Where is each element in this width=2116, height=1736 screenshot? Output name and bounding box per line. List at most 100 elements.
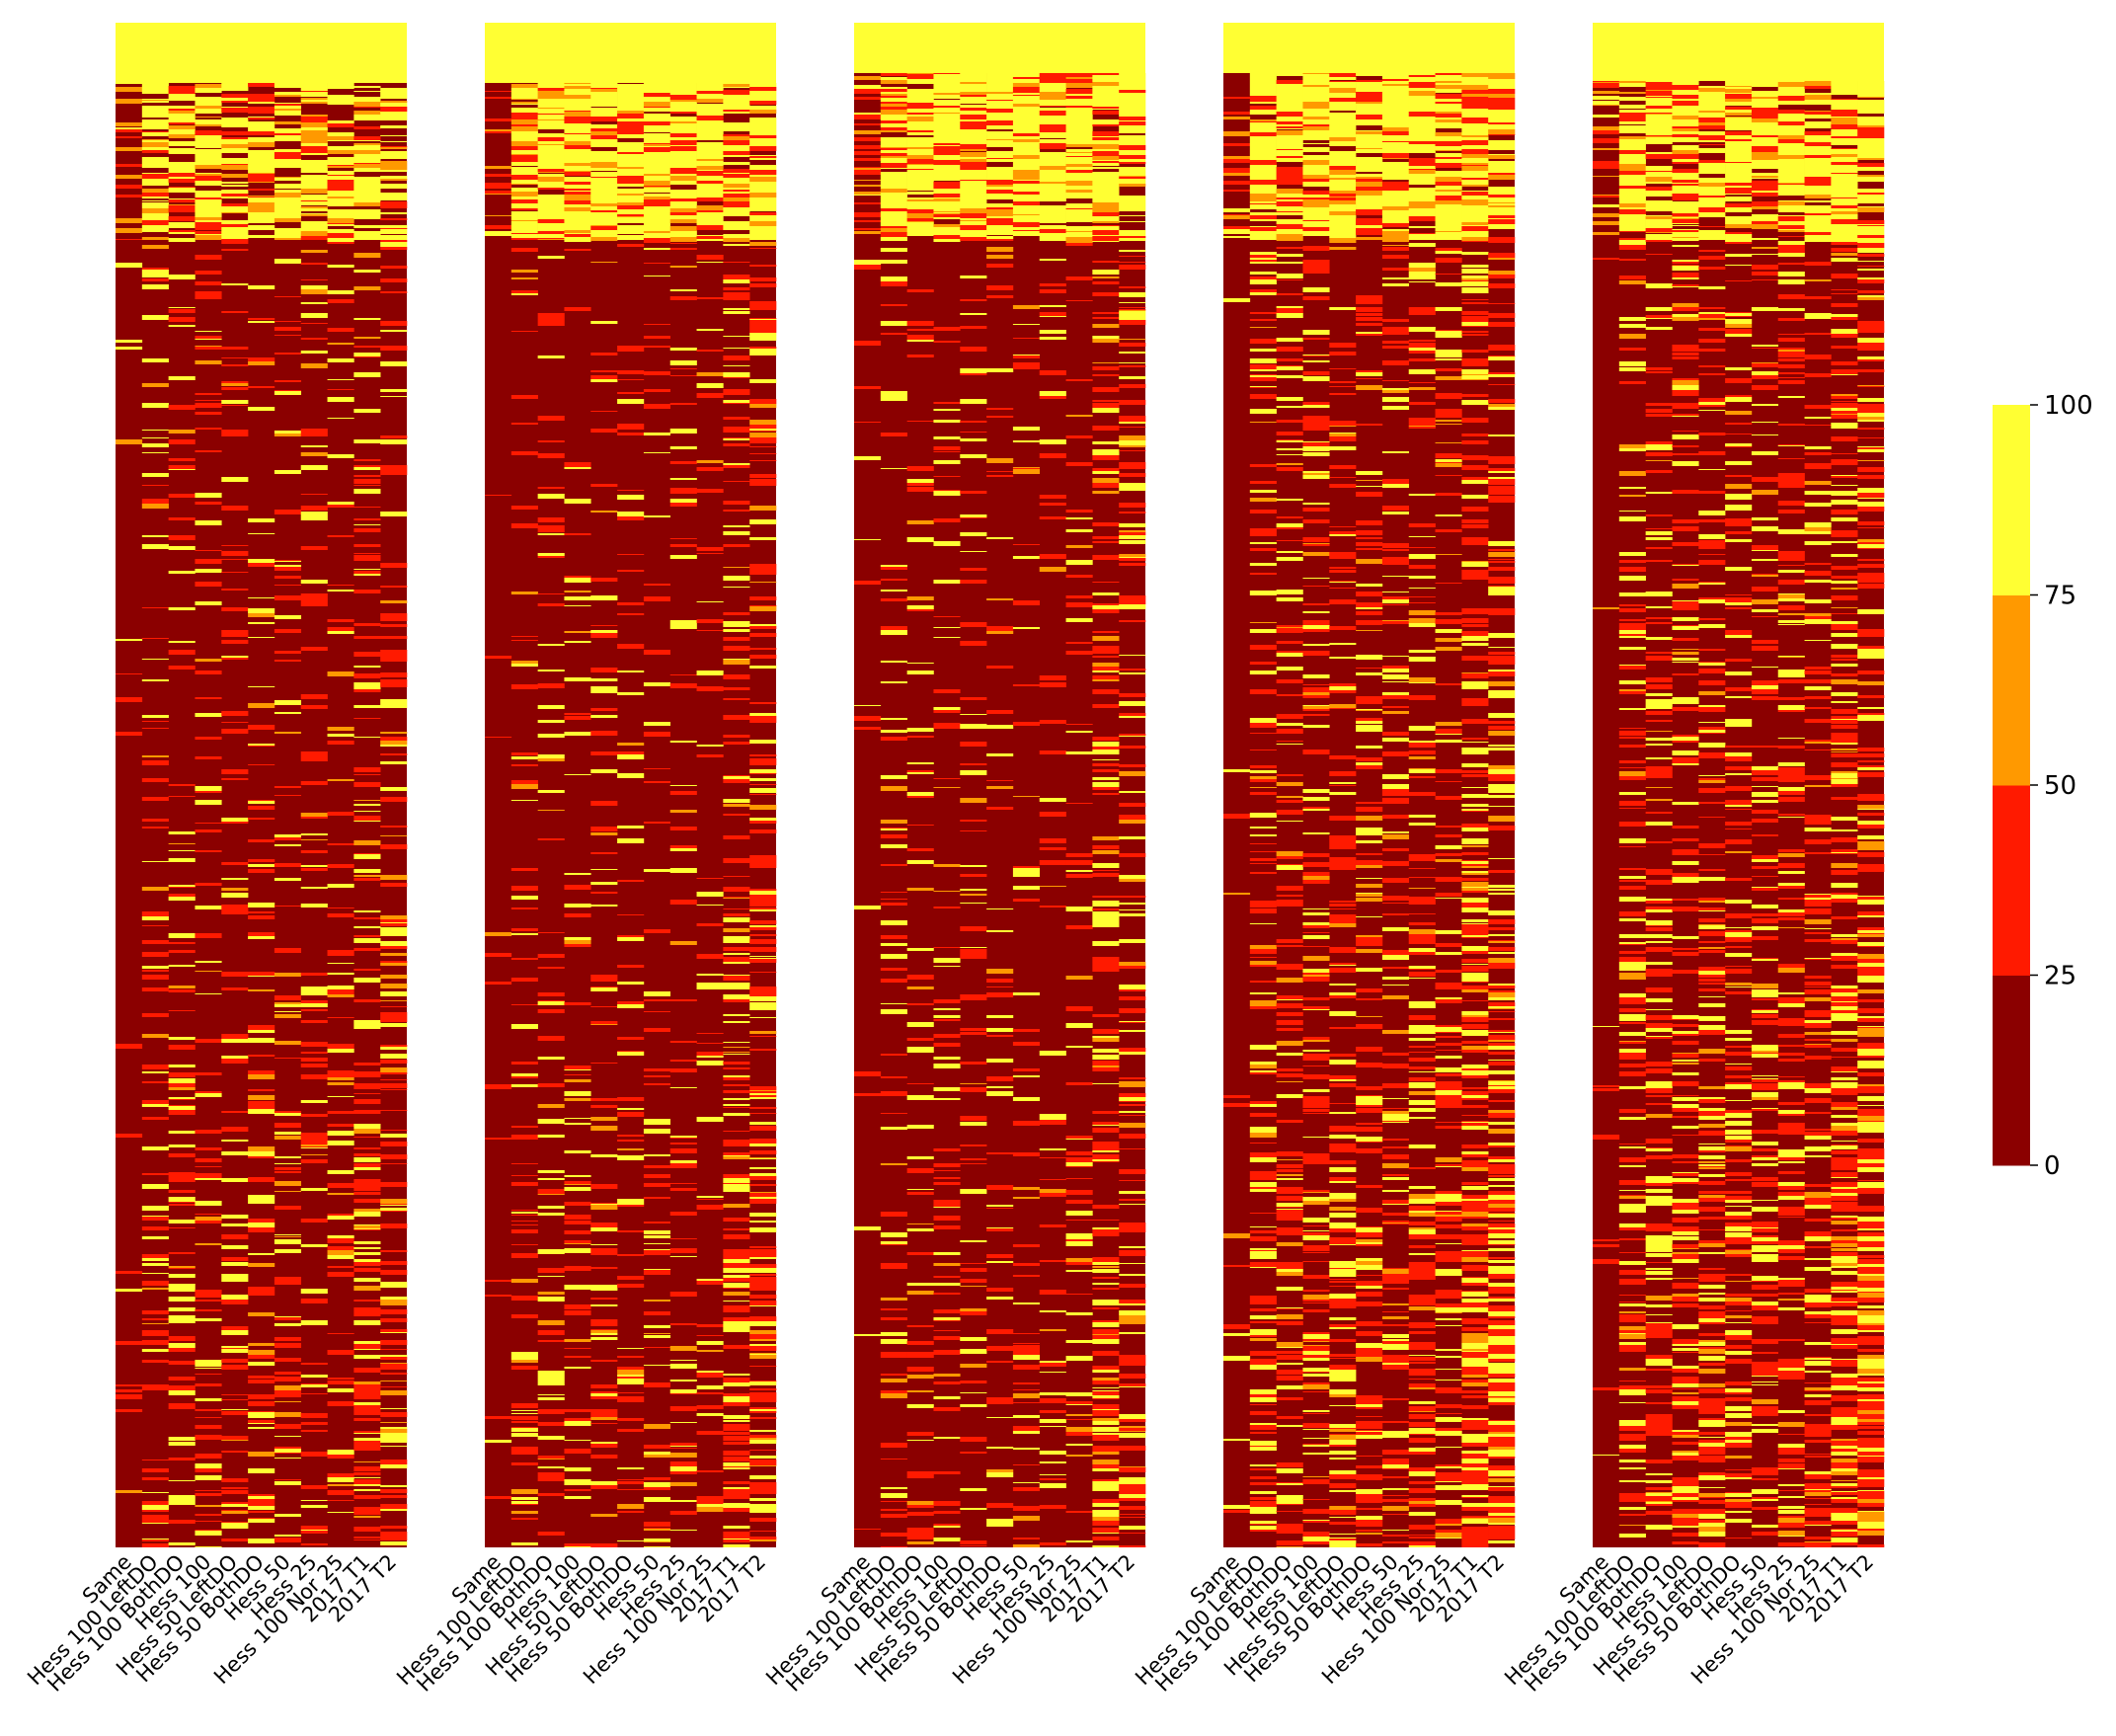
heatmap-cell [274, 837, 302, 840]
heatmap-cell [1249, 765, 1277, 768]
heatmap-cell [749, 304, 777, 305]
heatmap-cell [1092, 400, 1120, 402]
heatmap-cell [906, 1528, 934, 1531]
heatmap-cell [1119, 1223, 1146, 1227]
heatmap-cell [141, 1384, 169, 1388]
heatmap-cell [696, 383, 724, 388]
heatmap-cell [380, 197, 408, 200]
heatmap-cell [749, 1002, 777, 1004]
heatmap-cell [590, 199, 618, 203]
heatmap-cell [590, 411, 618, 412]
heatmap-cell [195, 737, 222, 738]
heatmap-cell [300, 1139, 328, 1142]
heatmap-cell [643, 1546, 671, 1547]
heatmap-cell [590, 827, 618, 831]
heatmap-cell [723, 1156, 750, 1159]
heatmap-cell [537, 1422, 565, 1426]
heatmap-cell [141, 219, 169, 220]
heatmap-cell [1092, 609, 1120, 611]
heatmap-cell [880, 110, 907, 115]
heatmap-cell [248, 321, 275, 323]
heatmap-cell [643, 1165, 671, 1168]
heatmap-cell [723, 1254, 750, 1255]
heatmap-cell [248, 1506, 275, 1510]
heatmap-cell [195, 91, 222, 93]
heatmap-cell [643, 584, 671, 586]
heatmap-cell [749, 1407, 777, 1409]
heatmap-cell [880, 180, 907, 185]
heatmap-cell [723, 308, 750, 310]
heatmap-cell [933, 158, 961, 160]
heatmap-cell [380, 170, 408, 172]
heatmap-cell [1329, 77, 1357, 79]
heatmap-cell [300, 289, 328, 294]
heatmap-cell [564, 1181, 591, 1184]
heatmap-cell [669, 429, 697, 434]
heatmap-cell [723, 897, 750, 898]
heatmap-cell [248, 1177, 275, 1182]
heatmap-cell [141, 1468, 169, 1472]
heatmap-cell [1249, 194, 1277, 195]
heatmap-cell [1065, 108, 1093, 110]
heatmap-cell [1249, 82, 1277, 84]
heatmap-cell [248, 1265, 275, 1267]
heatmap-cell [933, 168, 961, 172]
heatmap-cell [300, 351, 328, 354]
heatmap-cell [1092, 1447, 1120, 1449]
heatmap-cell [1092, 387, 1120, 392]
heatmap-cell [749, 248, 777, 249]
heatmap-cell [248, 121, 275, 126]
heatmap-cell [168, 1343, 196, 1348]
heatmap-cell [353, 209, 381, 214]
heatmap-cell [248, 83, 275, 87]
heatmap-cell [168, 1495, 196, 1500]
heatmap-cell [933, 239, 961, 242]
heatmap-cell [1012, 1393, 1041, 1398]
heatmap-cell [1119, 1315, 1146, 1320]
heatmap-cell [195, 296, 222, 299]
heatmap-cell [1092, 1395, 1120, 1398]
heatmap-cell [168, 317, 196, 322]
heatmap-cell [617, 1396, 645, 1398]
heatmap-cell [906, 770, 934, 772]
heatmap-cell [1302, 1334, 1330, 1339]
heatmap-cell [749, 1475, 777, 1479]
heatmap-cell [1092, 957, 1120, 962]
heatmap-cell [168, 430, 196, 434]
heatmap-cell [485, 737, 512, 738]
heatmap-cell [353, 544, 381, 547]
heatmap-cell [1119, 1494, 1146, 1498]
heatmap-cell [327, 95, 354, 96]
heatmap-cell [1302, 143, 1330, 144]
heatmap-cell [248, 98, 275, 101]
heatmap-cell [1039, 230, 1066, 233]
heatmap-cell [564, 913, 591, 917]
heatmap-cell [380, 1363, 408, 1364]
heatmap-cell [380, 1504, 408, 1509]
heatmap-cell [1276, 597, 1303, 601]
heatmap-cell [1276, 128, 1303, 129]
heatmap-cell [380, 1532, 408, 1537]
heatmap-cell [906, 1189, 934, 1190]
heatmap-cell [537, 83, 565, 84]
heatmap-cell [723, 202, 750, 207]
heatmap-cell [221, 94, 249, 98]
heatmap-cell [880, 737, 907, 741]
heatmap-cell [1249, 1491, 1277, 1494]
heatmap-cell [510, 756, 538, 759]
heatmap-cell [749, 215, 777, 220]
heatmap-cell [353, 1192, 381, 1195]
heatmap-cell [564, 885, 591, 890]
heatmap-cell [221, 381, 249, 383]
heatmap-cell [274, 1337, 302, 1341]
heatmap-cell [248, 1362, 275, 1366]
heatmap-cell [300, 1505, 328, 1508]
heatmap-cell [749, 1392, 777, 1395]
heatmap-cell [669, 1256, 697, 1257]
heatmap-cell [327, 502, 354, 505]
heatmap-cell [906, 73, 934, 74]
heatmap-cell [1012, 121, 1041, 126]
heatmap-cell [1065, 164, 1093, 165]
heatmap-cell [248, 1106, 275, 1109]
heatmap-cell [1092, 292, 1120, 296]
